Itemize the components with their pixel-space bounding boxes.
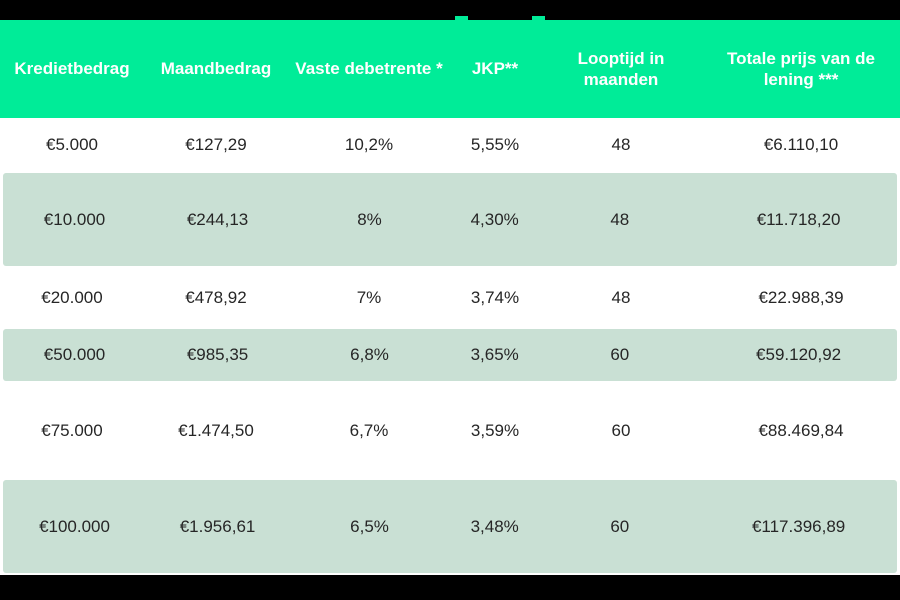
- table-row-inner: €5.000 €127,29 10,2% 5,55% 48 €6.110,10: [0, 118, 900, 171]
- table-cell: 60: [610, 345, 630, 364]
- top-bar: [0, 0, 900, 20]
- table-cell: 8%: [357, 209, 382, 229]
- table-cell: €478,92: [185, 287, 247, 307]
- table-cell: 3,48%: [470, 516, 519, 536]
- logo-fragment-right-icon: [532, 16, 545, 20]
- table-cell: 6,7%: [349, 420, 389, 440]
- header-cell-kredietbedrag: Kredietbedrag: [14, 59, 130, 79]
- table-cell: €20.000: [41, 287, 103, 307]
- table-cell: 60: [611, 420, 631, 440]
- table-cell: €6.110,10: [763, 134, 839, 154]
- header-cell-jkp: JKP**: [471, 59, 519, 79]
- table-cell: €127,29: [185, 134, 247, 154]
- table-row-inner: €50.000 €985,35 6,8% 3,65% 60 €59.120,92: [3, 329, 897, 381]
- table-row: €50.000 €985,35 6,8% 3,65% 60 €59.120,92: [0, 327, 900, 383]
- table-cell: 48: [611, 287, 631, 307]
- table-cell: 48: [610, 209, 630, 229]
- table-cell: €10.000: [43, 209, 106, 229]
- table-row-inner: €20.000 €478,92 7% 3,74% 48 €22.988,39: [0, 268, 900, 327]
- table-row-inner: €75.000 €1.474,50 6,7% 3,59% 60 €88.469,84: [0, 383, 900, 478]
- table-cell: €1.474,50: [178, 420, 254, 440]
- table-cell: €985,35: [186, 345, 249, 364]
- table-cell: 10,2%: [344, 134, 394, 154]
- table-cell: 5,55%: [470, 134, 520, 154]
- table-cell: 3,74%: [470, 287, 520, 307]
- header-cell-looptijd: Looptijd in maanden: [577, 48, 665, 89]
- table-cell: 60: [610, 516, 630, 536]
- table-header-row: Kredietbedrag Maandbedrag Vaste debetren…: [0, 20, 900, 118]
- table-row-inner: €10.000 €244,13 8% 4,30% 48 €11.718,20: [3, 173, 897, 266]
- table-cell: €117.396,89: [751, 516, 846, 536]
- table-cell: €59.120,92: [756, 345, 842, 364]
- table-cell: 3,59%: [470, 420, 520, 440]
- table-cell: €88.469,84: [758, 420, 844, 440]
- table-row: €20.000 €478,92 7% 3,74% 48 €22.988,39: [0, 268, 900, 327]
- header-cell-debetrente: Vaste debetrente *: [295, 59, 443, 79]
- table-cell: 48: [611, 134, 631, 154]
- table-cell: €11.718,20: [756, 209, 841, 229]
- table-cell: 6,5%: [350, 516, 389, 536]
- table-row: €5.000 €127,29 10,2% 5,55% 48 €6.110,10: [0, 118, 900, 171]
- table-cell: €22.988,39: [758, 287, 844, 307]
- header-cell-totale-prijs: Totale prijs van de lening ***: [726, 48, 875, 89]
- table-cell: €1.956,61: [179, 516, 256, 536]
- table-row: €10.000 €244,13 8% 4,30% 48 €11.718,20: [0, 171, 900, 268]
- bottom-bar: [0, 575, 900, 600]
- table-row-inner: €100.000 €1.956,61 6,5% 3,48% 60 €117.396,89: [3, 480, 897, 573]
- table-cell: 7%: [356, 287, 382, 307]
- table-cell: 6,8%: [350, 345, 389, 364]
- table-cell: €75.000: [41, 420, 103, 440]
- logo-fragment-left-icon: [455, 16, 468, 20]
- table-cell: 3,65%: [470, 345, 519, 364]
- table-cell: €244,13: [186, 209, 249, 229]
- table-row: €100.000 €1.956,61 6,5% 3,48% 60 €117.396,89: [0, 478, 900, 575]
- header-cell-maandbedrag: Maandbedrag: [160, 59, 272, 79]
- table-cell: 4,30%: [470, 209, 519, 229]
- table-row: €75.000 €1.474,50 6,7% 3,59% 60 €88.469,84: [0, 383, 900, 478]
- table-body: €5.000 €127,29 10,2% 5,55% 48 €6.110,10 €10.00…: [0, 118, 900, 575]
- table-cell: €50.000: [43, 345, 106, 364]
- table-cell: €100.000: [39, 516, 110, 536]
- table-cell: €5.000: [46, 134, 98, 154]
